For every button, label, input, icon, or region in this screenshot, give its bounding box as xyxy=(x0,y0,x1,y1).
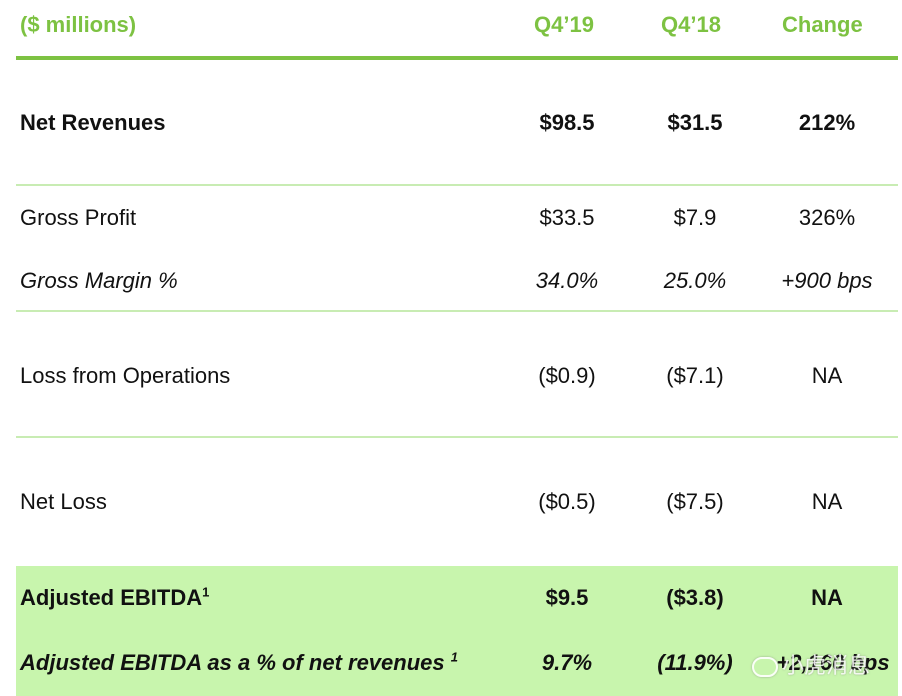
row-label-text: Adjusted EBITDA as a % of net revenues xyxy=(20,650,445,675)
cell-change: +900 bps xyxy=(781,268,873,293)
cell-q4-18: ($7.5) xyxy=(666,489,724,514)
column-header-q4-19: Q4’19 xyxy=(534,12,594,37)
table-row-gross-margin: Gross Margin % 34.0% 25.0% +900 bps xyxy=(0,261,902,301)
cell-change: NA xyxy=(811,585,843,610)
row-divider xyxy=(16,436,898,438)
row-label: Gross Margin % xyxy=(20,268,178,293)
row-divider xyxy=(16,184,898,186)
cell-change: NA xyxy=(811,489,843,514)
cell-change: 326% xyxy=(798,205,856,230)
cell-q4-18: ($3.8) xyxy=(666,585,724,610)
row-label-text: Adjusted EBITDA xyxy=(20,585,203,610)
row-label: Adjusted EBITDA1 xyxy=(20,578,209,618)
table-row-adjusted-ebitda: Adjusted EBITDA1 $9.5 ($3.8) NA xyxy=(0,578,902,618)
cell-q4-18: $7.9 xyxy=(673,205,717,230)
header-divider xyxy=(16,56,898,60)
cell-change: 212% xyxy=(798,110,856,135)
table-row-loss-from-operations: Loss from Operations ($0.9) ($7.1) NA xyxy=(0,356,902,396)
cell-q4-18: $31.5 xyxy=(667,110,723,135)
watermark: 小虎消息 xyxy=(752,648,870,680)
cell-change: NA xyxy=(811,363,843,388)
column-header-q4-18: Q4’18 xyxy=(661,12,721,37)
footnote-marker: 1 xyxy=(202,584,210,600)
table-row-net-revenues: Net Revenues $98.5 $31.5 212% xyxy=(0,103,902,143)
cell-change: +2,160 bps xyxy=(776,650,890,675)
footnote-marker: 1 xyxy=(450,649,458,665)
watermark-text: 小虎消息 xyxy=(782,653,871,678)
row-divider xyxy=(16,310,898,312)
cell-q4-19: $33.5 xyxy=(539,205,595,230)
table-row-net-loss: Net Loss ($0.5) ($7.5) NA xyxy=(0,482,902,522)
cell-q4-19: $98.5 xyxy=(539,110,595,135)
table-header: ($ millions) Q4’19 Q4’18 Change xyxy=(0,0,902,56)
cell-q4-19: 9.7% xyxy=(541,650,593,675)
cell-q4-18: ($7.1) xyxy=(666,363,724,388)
row-label: Net Loss xyxy=(20,489,107,514)
table-row-adjusted-ebitda-margin: Adjusted EBITDA as a % of net revenues 1… xyxy=(0,643,902,683)
row-label: Net Revenues xyxy=(20,110,166,135)
cell-q4-19: ($0.9) xyxy=(538,363,596,388)
column-header-change: Change xyxy=(782,12,863,37)
cell-q4-19: ($0.5) xyxy=(538,489,596,514)
adjusted-ebitda-highlight xyxy=(16,566,898,696)
cell-q4-19: $9.5 xyxy=(545,585,589,610)
row-label: Loss from Operations xyxy=(20,363,231,388)
cell-q4-18: (11.9%) xyxy=(657,650,733,675)
row-label: Adjusted EBITDA as a % of net revenues 1 xyxy=(20,643,458,683)
chat-bubble-icon xyxy=(752,657,778,678)
units-label: ($ millions) xyxy=(20,12,137,37)
cell-q4-18: 25.0% xyxy=(663,268,727,293)
table-row-gross-profit: Gross Profit $33.5 $7.9 326% xyxy=(0,198,902,238)
cell-q4-19: 34.0% xyxy=(535,268,599,293)
row-label: Gross Profit xyxy=(20,205,137,230)
